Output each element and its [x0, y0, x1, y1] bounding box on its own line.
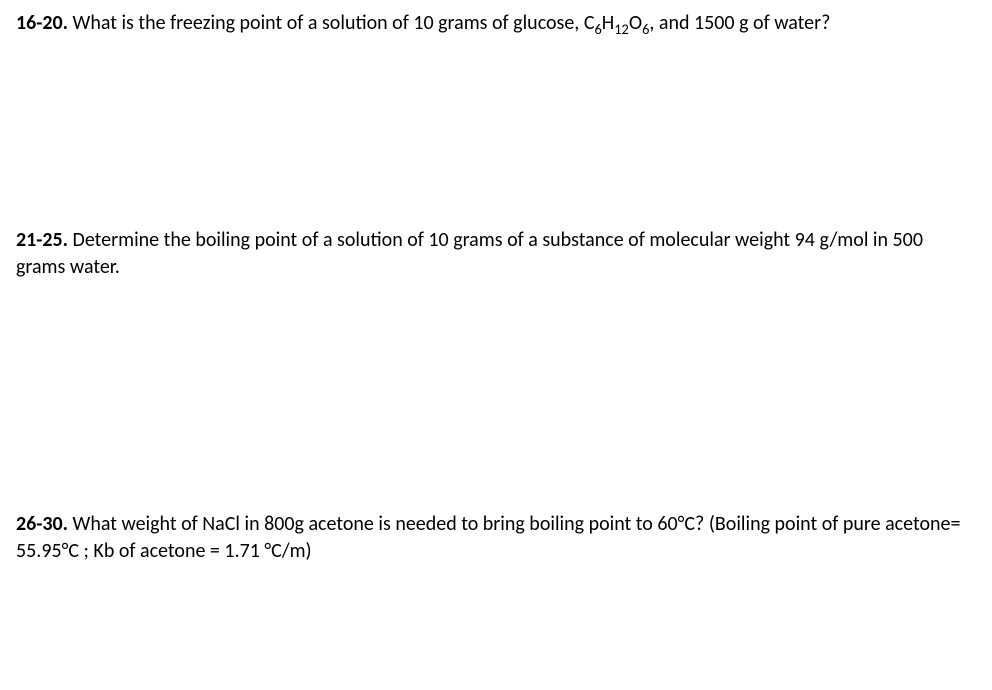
formula-mid: H [602, 11, 614, 35]
problem-number: 21-25. [16, 228, 68, 252]
problem-text-pre: What is the freezing point of a solution… [68, 11, 594, 35]
formula-sub: 12 [614, 20, 629, 38]
formula-sub: 6 [594, 20, 601, 38]
problem-text-post: , and 1500 g of water? [649, 11, 830, 35]
problem-number: 16-20. [16, 11, 68, 35]
problem-text: What weight of NaCl in 800g acetone is n… [16, 512, 960, 563]
problem-21-25: 21-25. Determine the boiling point of a … [16, 227, 976, 281]
problem-26-30: 26-30. What weight of NaCl in 800g aceto… [16, 511, 976, 565]
problem-text: Determine the boiling point of a solutio… [16, 228, 923, 279]
problem-number: 26-30. [16, 512, 68, 536]
formula-mid: O [629, 11, 642, 35]
problem-16-20: 16-20. What is the freezing point of a s… [16, 10, 976, 37]
